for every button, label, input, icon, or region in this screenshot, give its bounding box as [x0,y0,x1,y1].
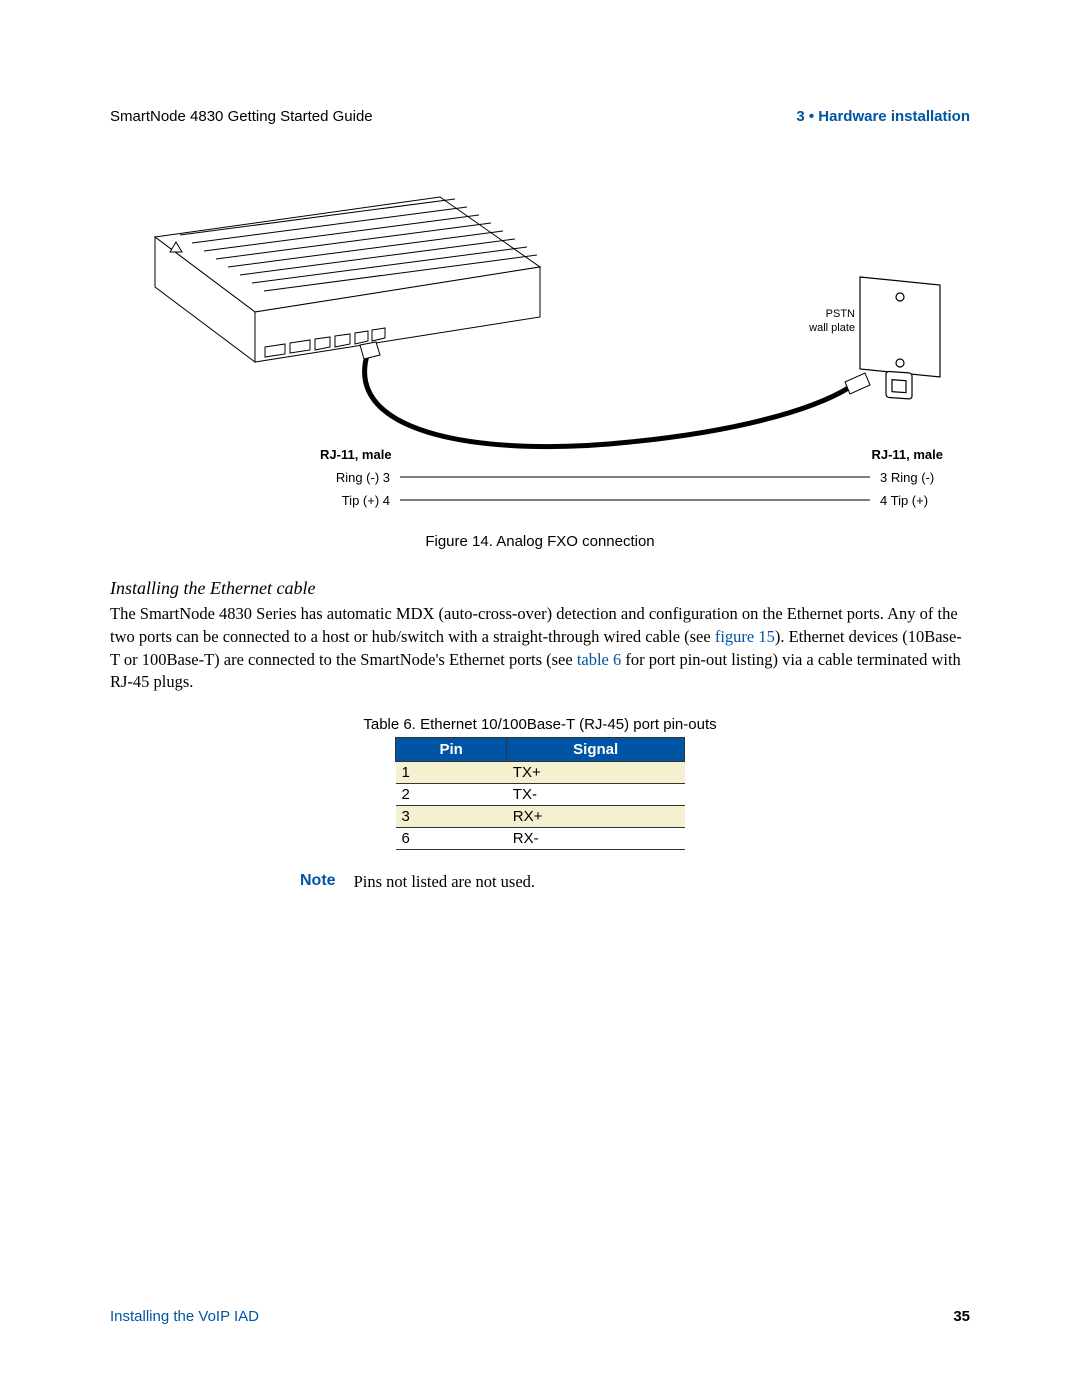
page-header: SmartNode 4830 Getting Started Guide 3 •… [110,108,970,125]
table-6-link[interactable]: table 6 [577,650,621,669]
wallplate-icon [860,277,940,399]
footer-page-number: 35 [953,1308,970,1325]
conn-right-label: RJ-11, male [871,447,943,462]
table-row: 1 TX+ [396,762,685,784]
wallplate-label-top: PSTN [826,308,855,320]
figure-diagram: PSTN wall plate RJ-11, male RJ-11, male … [110,177,970,527]
wallplate-label-bottom: wall plate [808,322,855,334]
table-row: 6 RX- [396,828,685,850]
note: Note Pins not listed are not used. [300,872,970,892]
table-header-row: Pin Signal [396,738,685,762]
note-text: Pins not listed are not used. [354,872,535,892]
note-label: Note [300,872,336,892]
col-signal: Signal [507,738,685,762]
cell-signal: RX+ [507,806,685,828]
header-right: 3 • Hardware installation [796,108,970,125]
figure-caption: Figure 14. Analog FXO connection [110,533,970,550]
ring-left-label: Ring (-) 3 [336,470,390,485]
section-paragraph: The SmartNode 4830 Series has automatic … [110,603,970,694]
plug-right-icon [845,373,870,394]
table-row: 3 RX+ [396,806,685,828]
cell-signal: RX- [507,828,685,850]
page: SmartNode 4830 Getting Started Guide 3 •… [0,0,1080,1397]
cell-pin: 1 [396,762,507,784]
plug-left-icon [360,342,380,359]
header-left: SmartNode 4830 Getting Started Guide [110,108,373,125]
conn-left-label: RJ-11, male [320,447,392,462]
ring-right-label: 3 Ring (-) [880,470,934,485]
page-footer: Installing the VoIP IAD 35 [110,1308,970,1325]
footer-left: Installing the VoIP IAD [110,1308,259,1325]
device-icon [155,197,540,362]
tip-right-label: 4 Tip (+) [880,493,928,508]
section-heading: Installing the Ethernet cable [110,578,970,599]
cable-icon [365,352,850,447]
cell-signal: TX+ [507,762,685,784]
figure-15-link[interactable]: figure 15 [715,627,775,646]
col-pin: Pin [396,738,507,762]
cell-signal: TX- [507,784,685,806]
cell-pin: 2 [396,784,507,806]
cell-pin: 6 [396,828,507,850]
pinout-table: Pin Signal 1 TX+ 2 TX- 3 RX+ 6 RX- [395,737,685,850]
tip-left-label: Tip (+) 4 [342,493,390,508]
table-caption: Table 6. Ethernet 10/100Base-T (RJ-45) p… [110,716,970,733]
table-row: 2 TX- [396,784,685,806]
cell-pin: 3 [396,806,507,828]
